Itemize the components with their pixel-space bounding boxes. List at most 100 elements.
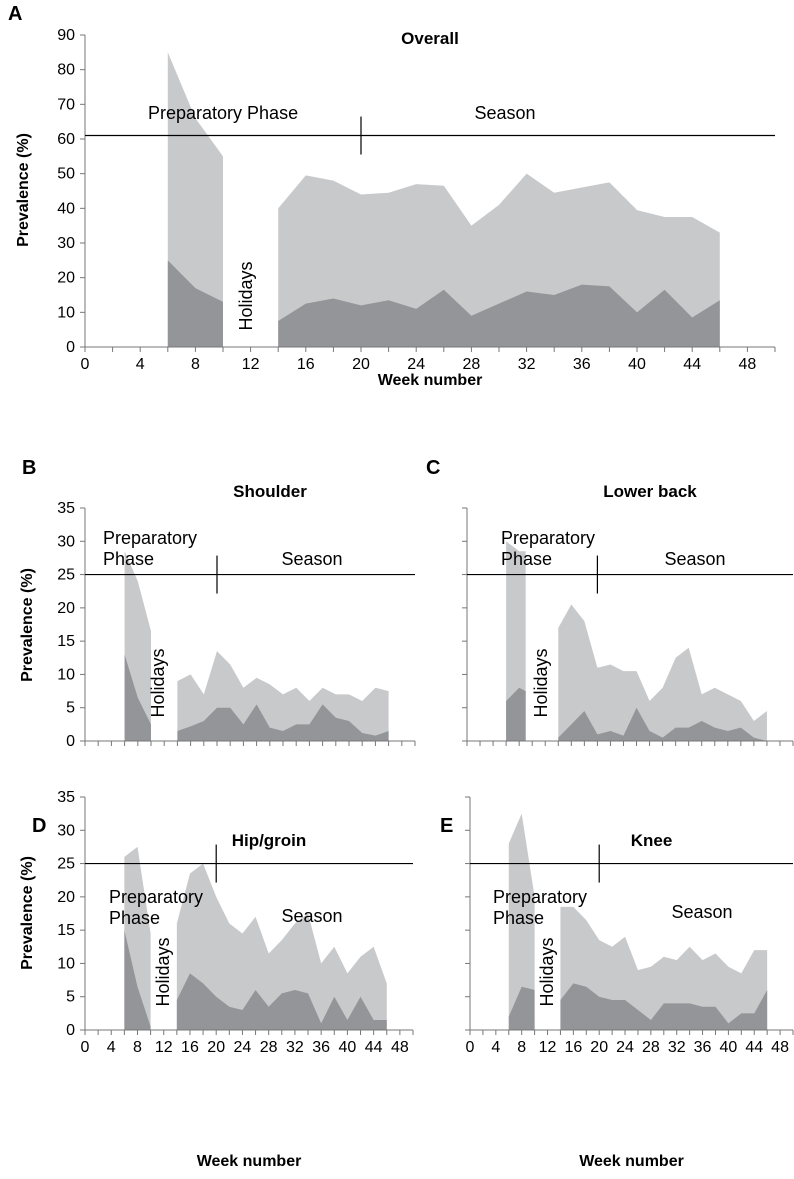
- y-tick-label: 35: [57, 500, 75, 517]
- y-tick-label: 10: [57, 304, 75, 321]
- area-total-series-2: [560, 906, 768, 1030]
- x-tick-label: 24: [407, 356, 425, 373]
- x-tick-label: 12: [155, 1039, 173, 1056]
- x-tick-label: 8: [517, 1039, 526, 1056]
- area-inner-series-1: [508, 986, 535, 1030]
- x-tick-label: 44: [365, 1039, 383, 1056]
- y-tick-label: 30: [57, 822, 75, 839]
- preparatory-phase-label: Preparatory Phase: [148, 103, 298, 123]
- holidays-label: Holidays: [531, 648, 551, 717]
- x-tick-label: 28: [463, 356, 481, 373]
- y-tick-label: 5: [66, 700, 75, 717]
- x-tick-label: 36: [312, 1039, 330, 1056]
- y-tick-label: 40: [57, 200, 75, 217]
- holidays-label: Holidays: [537, 937, 557, 1006]
- panel-letter-d: D: [32, 815, 46, 837]
- y-tick-label: 80: [57, 62, 75, 79]
- x-axis-title: Week number: [579, 1153, 684, 1170]
- x-tick-label: 0: [81, 356, 90, 373]
- x-tick-label: 20: [590, 1039, 608, 1056]
- area-total-series-1: [508, 813, 535, 1030]
- y-tick-label: 0: [66, 1022, 75, 1039]
- x-tick-label: 44: [745, 1039, 763, 1056]
- x-tick-label: 12: [242, 356, 260, 373]
- x-tick-label: 40: [339, 1039, 357, 1056]
- area-total-series-2: [558, 604, 767, 741]
- preparatory-phase-label: Preparatory: [493, 887, 587, 907]
- y-tick-label: 30: [57, 235, 75, 252]
- season-label: Season: [281, 549, 342, 569]
- x-tick-label: 32: [668, 1039, 686, 1056]
- x-tick-label: 16: [297, 356, 315, 373]
- preparatory-phase-label-line2: Phase: [103, 549, 154, 569]
- y-axis-title: Prevalence (%): [19, 856, 36, 970]
- chart-title: Shoulder: [233, 482, 307, 501]
- x-tick-label: 48: [391, 1039, 409, 1056]
- x-tick-label: 32: [286, 1039, 304, 1056]
- preparatory-phase-label-line2: Phase: [501, 549, 552, 569]
- panel-letter-e: E: [440, 815, 453, 837]
- x-tick-label: 20: [352, 356, 370, 373]
- area-inner-series-1: [124, 654, 151, 741]
- area-inner-series-1: [167, 260, 223, 347]
- x-tick-label: 8: [133, 1039, 142, 1056]
- x-tick-label: 48: [739, 356, 757, 373]
- chart-panel-b: B 0 5 10 15 20 25 30 35 Shoulder Prevalence (%) Pr…: [19, 457, 416, 750]
- y-tick-label: 70: [57, 96, 75, 113]
- y-tick-label: 10: [57, 666, 75, 683]
- y-tick-label: 90: [57, 27, 75, 44]
- chart-title: Overall: [401, 29, 459, 48]
- x-tick-label: 12: [539, 1039, 557, 1056]
- y-tick-label: 60: [57, 131, 75, 148]
- y-tick-label: 50: [57, 166, 75, 183]
- y-tick-label: 0: [66, 733, 75, 750]
- x-tick-label: 20: [207, 1039, 225, 1056]
- holidays-label: Holidays: [148, 648, 168, 717]
- x-tick-label: 24: [234, 1039, 252, 1056]
- holidays-label: Holidays: [153, 937, 173, 1006]
- x-axis-title: Week number: [378, 372, 483, 389]
- y-tick-label: 35: [57, 789, 75, 806]
- x-tick-label: 36: [573, 356, 591, 373]
- chart-title: Lower back: [603, 482, 697, 501]
- area-inner-series-2: [560, 983, 768, 1030]
- x-tick-label: 40: [720, 1039, 738, 1056]
- x-axis-title: Week number: [197, 1153, 302, 1170]
- area-inner-series-1: [506, 687, 526, 741]
- area-total-series-1: [167, 52, 223, 347]
- chart-title: Hip/groin: [232, 831, 307, 850]
- x-tick-label: 28: [642, 1039, 660, 1056]
- y-axis-title: Prevalence (%): [19, 568, 36, 682]
- x-tick-label: 0: [81, 1039, 90, 1056]
- x-tick-label: 8: [191, 356, 200, 373]
- y-tick-label: 10: [57, 955, 75, 972]
- x-tick-label: 24: [616, 1039, 634, 1056]
- x-tick-label: 40: [628, 356, 646, 373]
- y-tick-label: 0: [66, 339, 75, 356]
- x-tick-label: 4: [136, 356, 145, 373]
- preparatory-phase-label: Preparatory: [109, 887, 203, 907]
- season-label: Season: [671, 902, 732, 922]
- area-inner-series-2: [176, 973, 387, 1030]
- y-tick-label: 20: [57, 600, 75, 617]
- area-inner-series-2: [558, 707, 767, 741]
- y-tick-label: 25: [57, 567, 75, 584]
- area-inner-series-2: [278, 284, 720, 347]
- y-axis-title: Prevalence (%): [15, 133, 32, 247]
- holidays-label: Holidays: [236, 261, 256, 330]
- x-tick-label: 48: [771, 1039, 789, 1056]
- x-tick-label: 0: [466, 1039, 475, 1056]
- x-tick-label: 4: [491, 1039, 500, 1056]
- panel-letter-b: B: [22, 457, 36, 479]
- preparatory-phase-label-line2: Phase: [109, 908, 160, 928]
- season-label: Season: [281, 906, 342, 926]
- y-tick-label: 20: [57, 889, 75, 906]
- preparatory-phase-label-line2: Phase: [493, 908, 544, 928]
- x-tick-label: 36: [694, 1039, 712, 1056]
- preparatory-phase-label: Preparatory: [103, 528, 197, 548]
- season-label: Season: [664, 549, 725, 569]
